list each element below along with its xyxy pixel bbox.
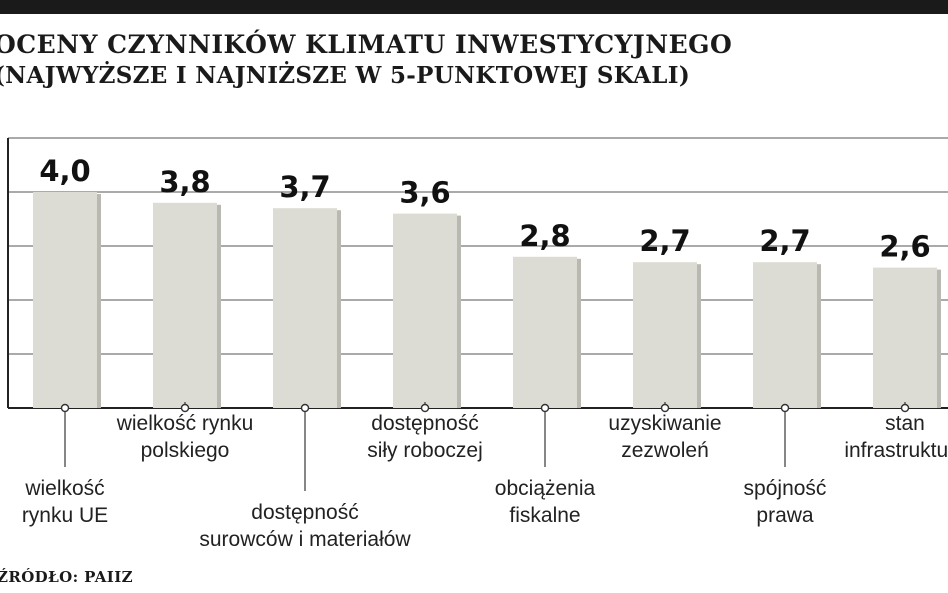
value-label: 2,8 (519, 219, 570, 253)
leader-dot (180, 403, 190, 413)
value-label: 2,6 (879, 230, 930, 264)
bar (873, 267, 937, 408)
bar (513, 256, 577, 408)
leader-dot (60, 403, 70, 413)
value-label: 3,8 (159, 165, 210, 199)
chart-subtitle: (NAJWYŻSZE I NAJNIŻSZE W 5-PUNKTOWEJ SKA… (0, 62, 691, 89)
category-label: dostępność surowców i materiałów (199, 501, 411, 551)
bar (33, 192, 97, 408)
leader-dot (780, 403, 790, 413)
category-label: spójność prawa (744, 477, 827, 527)
value-label: 3,6 (399, 176, 450, 210)
value-label: 2,7 (639, 224, 690, 258)
bar (273, 208, 337, 408)
bar (753, 262, 817, 408)
category-label: wielkość rynku polskiego (116, 412, 254, 462)
bar (633, 262, 697, 408)
source-note: ŹRÓDŁO: PAIIZ (0, 568, 133, 586)
bar (393, 213, 457, 408)
category-label: obciążenia fiskalne (495, 477, 596, 527)
bars (33, 192, 941, 408)
category-label: wielkość rynku UE (22, 477, 108, 527)
top-bar (0, 0, 948, 14)
category-label: uzyskiwanie zezwoleń (608, 412, 721, 462)
value-label: 3,7 (279, 170, 330, 204)
chart-title: OCENY CZYNNIKÓW KLIMATU INWESTYCYJNEGO (0, 30, 733, 59)
leader-dot (540, 403, 550, 413)
value-labels: 4,0 3,8 3,7 3,6 2,8 2,7 2,7 2,6 (39, 154, 930, 264)
leader-dot (420, 403, 430, 413)
leader-dot (900, 403, 910, 413)
category-label: staninfrastruktury (844, 412, 948, 462)
leader-dot (300, 403, 310, 413)
category-label: dostępność siły roboczej (367, 412, 483, 462)
leader-lines (60, 402, 910, 491)
value-label: 2,7 (759, 224, 810, 258)
leader-dot (660, 403, 670, 413)
bar (153, 202, 217, 408)
value-label: 4,0 (39, 154, 90, 188)
